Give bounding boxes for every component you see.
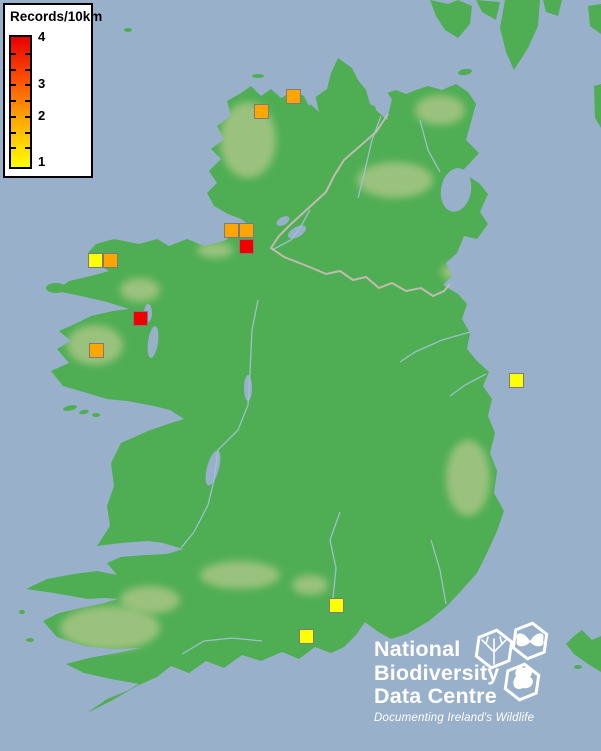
record-grid-square [254, 104, 269, 119]
scotland-kintyre [500, 0, 601, 128]
legend-tick-mark [11, 53, 16, 55]
legend-tick-mark [25, 84, 30, 86]
legend-tick-label-3: 3 [38, 76, 46, 91]
hexagon-outline [511, 621, 549, 661]
legend-tick-mark [25, 53, 30, 55]
lakes [144, 168, 472, 486]
hexagon-outline [474, 628, 514, 670]
record-grid-square [89, 343, 104, 358]
legend-tick-label-1: 1 [38, 154, 46, 169]
legend-tick-mark [25, 69, 30, 71]
record-grid-square [509, 373, 524, 388]
legend-tick-mark [11, 132, 16, 134]
mountain-relief-shading [60, 95, 490, 650]
lough-neagh [440, 168, 472, 212]
scotland-islay-jura [430, 0, 500, 38]
legend-tick-mark [25, 132, 30, 134]
logo-line-2: Biodiversity [374, 660, 500, 685]
legend-tick-mark [11, 69, 16, 71]
record-grid-square [224, 223, 239, 238]
small-islands [19, 28, 472, 642]
legend-tick-mark [11, 84, 16, 86]
record-grid-square [286, 89, 301, 104]
legend-tick-mark [11, 116, 16, 118]
record-grid-square [239, 223, 254, 238]
hexagon-outline [503, 662, 541, 702]
logo-hexagon-cluster [474, 621, 549, 702]
legend-title: Records/10km [10, 9, 103, 24]
legend: Records/10km 4 3 2 1 [3, 3, 102, 178]
legend-gradient-bar [9, 35, 32, 169]
record-grid-square [88, 253, 103, 268]
northern-ireland-border [269, 113, 451, 298]
legend-tick-mark [25, 116, 30, 118]
nbdc-logo: National Biodiversity Data Centre Docume… [374, 637, 535, 724]
wales-coast-fragment [566, 630, 601, 672]
legend-tick-label-4: 4 [38, 29, 46, 44]
logo-line-3: Data Centre [374, 684, 497, 708]
legend-tick-mark [11, 147, 16, 149]
record-grid-square [299, 629, 314, 644]
sea-inlets [306, 88, 392, 120]
legend-tick-mark [25, 147, 30, 149]
legend-tick-mark [11, 100, 16, 102]
record-grid-square [133, 311, 148, 326]
record-grid-square [239, 239, 254, 254]
legend-tick-label-2: 2 [38, 108, 46, 123]
tree-icon [481, 636, 507, 665]
logo-tagline: Documenting Ireland's Wildlife [374, 711, 535, 724]
squirrel-icon [513, 666, 533, 690]
record-grid-square [329, 598, 344, 613]
rivers [180, 115, 487, 655]
record-grid-square [103, 253, 118, 268]
logo-line-1: National [374, 637, 461, 661]
legend-tick-mark [25, 100, 30, 102]
butterfly-icon [516, 633, 544, 647]
